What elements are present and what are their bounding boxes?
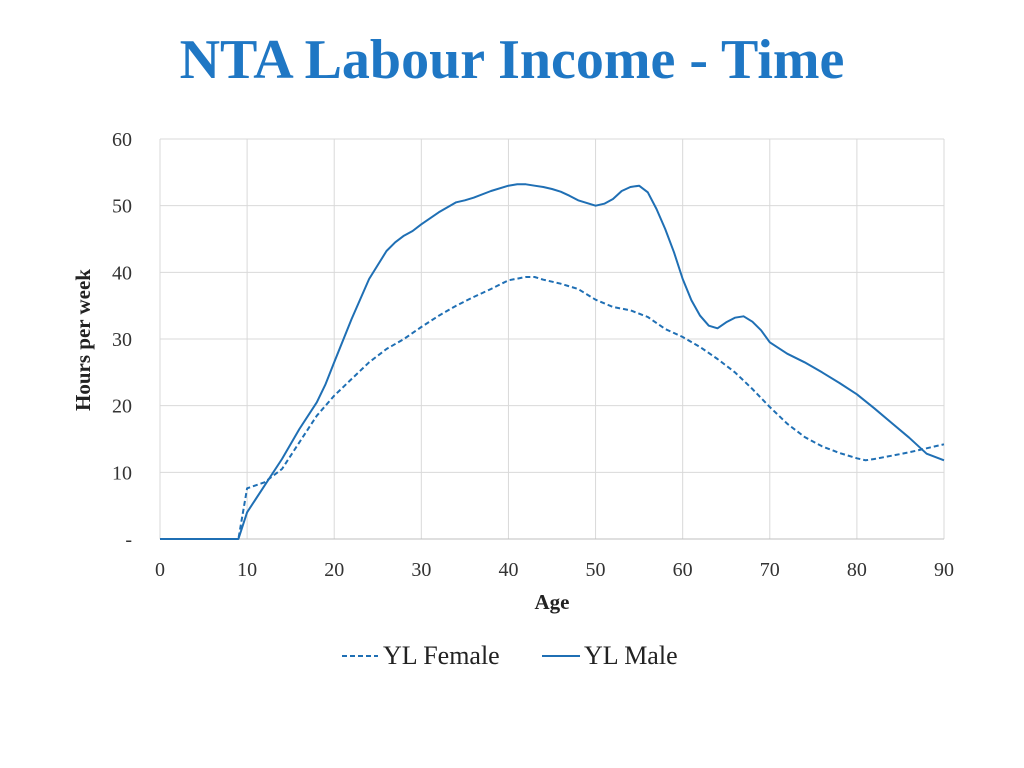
x-tick-label: 40 — [498, 559, 518, 581]
x-tick-label: 10 — [237, 559, 257, 581]
x-tick-label: 90 — [934, 559, 954, 581]
y-tick-label: 40 — [112, 262, 132, 284]
y-tick-label: 20 — [112, 396, 132, 418]
x-tick-label: 20 — [324, 559, 344, 581]
y-tick-label: 30 — [112, 329, 132, 351]
legend-label-male: YL Male — [584, 641, 678, 670]
y-tick-labels: - 10 20 30 40 50 60 — [112, 129, 132, 551]
series-line-male — [160, 183, 945, 540]
axes — [159, 139, 944, 540]
legend: YL Female YL Male — [342, 641, 678, 670]
x-axis-label: Age — [535, 590, 570, 614]
x-tick-label: 70 — [760, 559, 780, 581]
x-tick-label: 30 — [411, 559, 431, 581]
x-tick-label: 80 — [847, 559, 867, 581]
page-title: NTA Labour Income - Time — [179, 29, 845, 91]
y-axis-label: Hours per week — [71, 269, 95, 411]
series-line-female — [160, 276, 945, 540]
x-tick-label: 50 — [586, 559, 606, 581]
y-tick-label: - — [125, 529, 132, 551]
series-lines — [160, 183, 945, 540]
legend-label-female: YL Female — [383, 641, 500, 670]
grid-lines — [160, 138, 945, 539]
y-tick-label: 50 — [112, 196, 132, 218]
y-tick-label: 60 — [112, 129, 132, 151]
x-tick-label: 0 — [155, 559, 165, 581]
y-tick-label: 10 — [112, 462, 132, 484]
x-tick-labels: 0 10 20 30 40 50 60 70 80 90 — [155, 559, 954, 581]
x-tick-label: 60 — [673, 559, 693, 581]
